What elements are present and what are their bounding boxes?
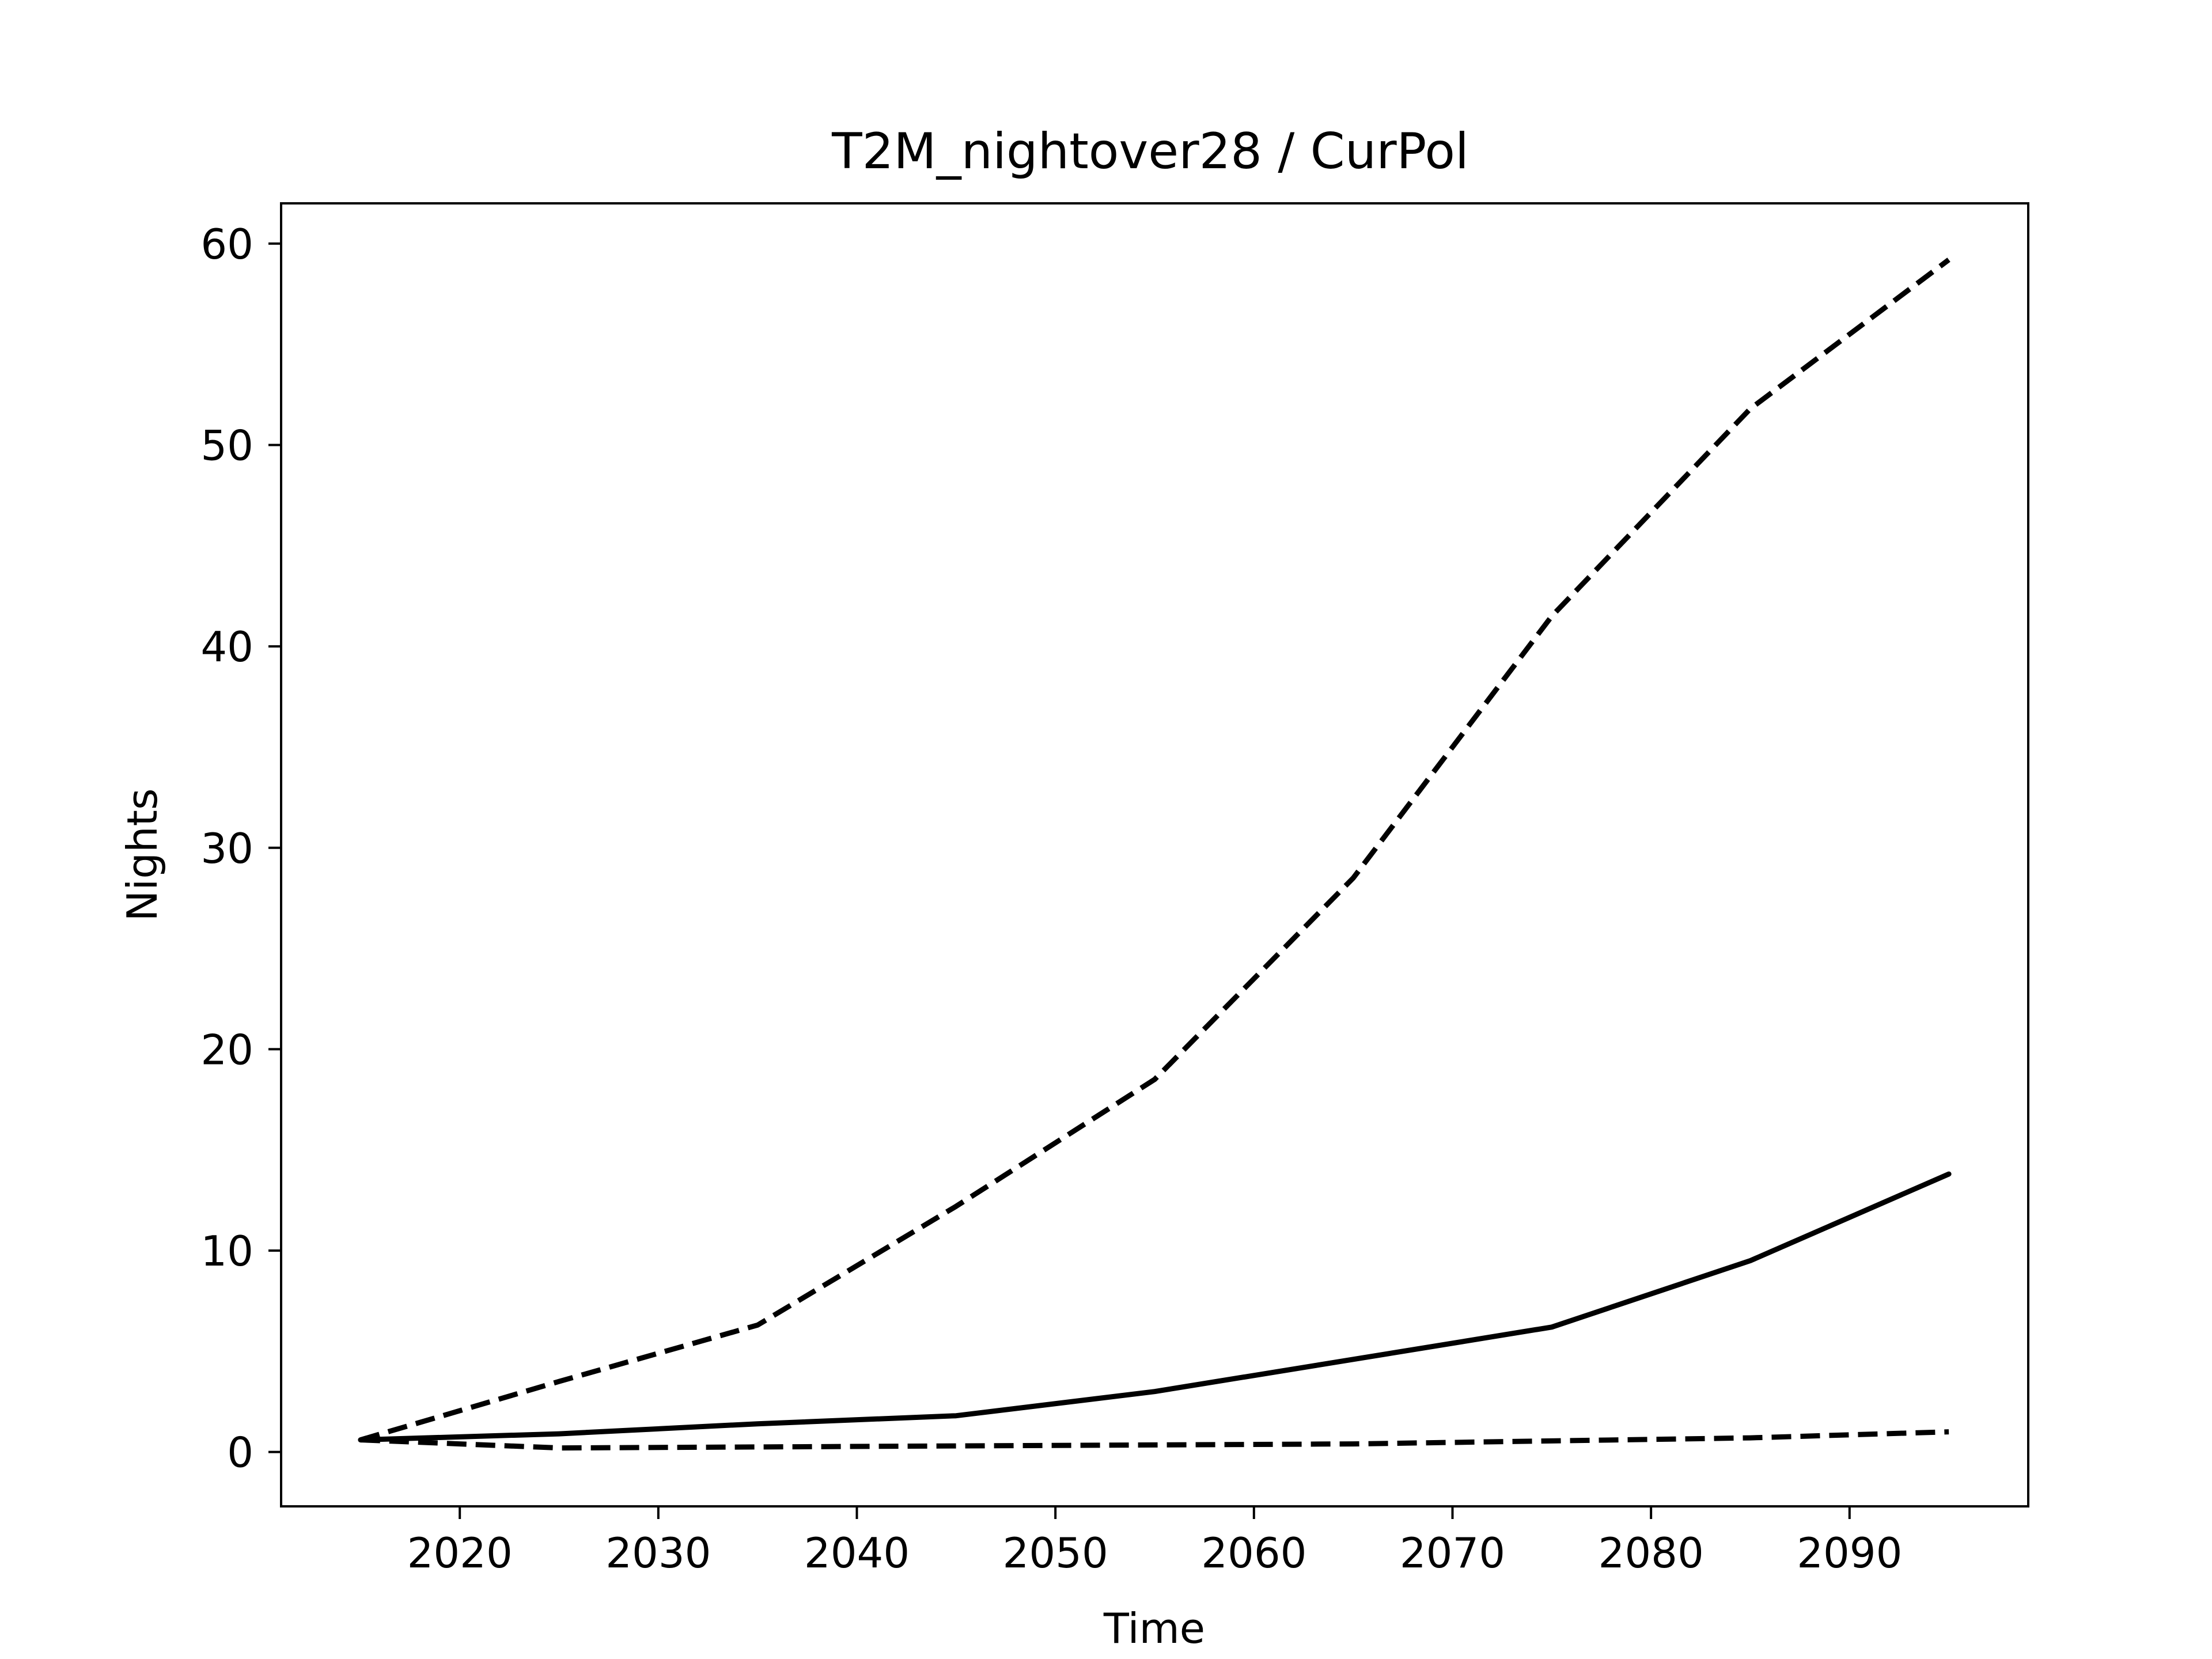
- y-tick-label: 0: [227, 1429, 253, 1477]
- x-tick-label: 2030: [605, 1529, 711, 1577]
- x-tick-label: 2070: [1400, 1529, 1505, 1577]
- x-tick-label: 2040: [804, 1529, 910, 1577]
- y-tick-label: 20: [200, 1025, 253, 1074]
- y-tick-label: 10: [200, 1227, 253, 1275]
- x-tick-label: 2020: [407, 1529, 513, 1577]
- x-tick-label: 2090: [1797, 1529, 1902, 1577]
- x-axis-title: Time: [1103, 1604, 1205, 1653]
- y-axis-title: Nights: [118, 789, 166, 922]
- x-tick-label: 2050: [1003, 1529, 1108, 1577]
- series-line-3-dashed: [360, 1429, 1949, 1451]
- chart-title: T2M_nightover28 / CurPol: [831, 123, 1469, 180]
- y-axis: 0 10 20 30 40 50 60: [200, 220, 281, 1477]
- y-tick-label: 40: [200, 623, 253, 671]
- series-line-2-solid: [358, 1171, 1952, 1443]
- series-line-1-dashed: [359, 257, 1950, 1442]
- y-tick-label: 30: [200, 824, 253, 873]
- x-tick-label: 2060: [1201, 1529, 1306, 1577]
- plot-area: [358, 257, 1952, 1451]
- axes-frame: [280, 202, 2029, 1508]
- x-tick-label: 2080: [1599, 1529, 1704, 1577]
- y-tick-label: 60: [200, 220, 253, 268]
- y-tick-label: 50: [200, 422, 253, 470]
- x-axis: 2020 2030 2040 2050 2060 2070 2080 2090: [407, 1506, 1902, 1577]
